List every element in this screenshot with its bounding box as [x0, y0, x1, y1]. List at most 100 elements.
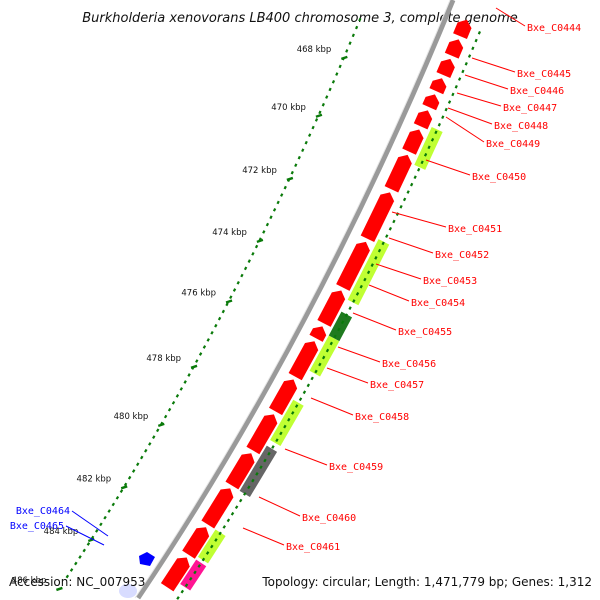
tick-mark: [256, 238, 264, 243]
inner-dot: [358, 17, 362, 22]
gene-label-line: [326, 367, 369, 384]
inner-dot: [297, 155, 301, 160]
inner-dot: [348, 41, 352, 45]
cds-arrow: [246, 414, 278, 455]
outer-dot: [294, 404, 299, 408]
inner-dot: [251, 252, 255, 256]
cds-arrow: [444, 39, 464, 59]
cds-arrow: [384, 154, 412, 193]
gene-label: Bxe_C0465: [10, 521, 64, 532]
outer-dot: [410, 182, 414, 187]
inner-dot: [254, 244, 259, 249]
outer-dot: [321, 355, 326, 360]
outer-dot: [279, 431, 283, 436]
gene-label: Bxe_C0453: [423, 276, 477, 287]
outer-dot: [454, 84, 458, 89]
gene-label: Bxe_C0445: [517, 69, 571, 80]
inner-dot: [78, 555, 82, 559]
outer-dot: [325, 348, 330, 353]
outer-dot: [247, 485, 251, 490]
gene-label-line: [71, 510, 109, 537]
outer-dot: [461, 69, 465, 74]
gene-label-callouts: Bxe_C0444 Bxe_C0445 Bxe_C0446 Bxe_C0447 Bxe_…: [10, 7, 581, 553]
outer-dot: [464, 61, 468, 66]
outer-dot: [189, 576, 193, 581]
gene-label: Bxe_C0457: [370, 380, 424, 391]
inner-dot: [283, 185, 287, 190]
outer-dot: [205, 551, 210, 555]
outer-dot: [180, 589, 185, 594]
inner-dot: [210, 330, 214, 335]
outer-dot: [184, 583, 189, 588]
outer-dot: [402, 197, 407, 202]
gene-label-line: [425, 159, 471, 176]
tick-dotted-ring: [65, 17, 362, 579]
inner-dot: [179, 387, 183, 391]
outer-dot: [451, 92, 455, 97]
gene-label-line: [464, 74, 509, 90]
inner-dot: [195, 359, 199, 363]
inner-dot: [136, 462, 140, 467]
outer-dot: [251, 478, 255, 483]
backbone-highlight: [134, 0, 451, 599]
tick-label: 486 kbp: [12, 576, 47, 586]
outer-dot: [406, 190, 410, 194]
tick-mark: [56, 586, 63, 592]
accession-text: Accession: NC_007953: [9, 575, 146, 589]
faint-feature: [119, 584, 137, 598]
inner-dot: [262, 230, 266, 234]
outer-dot: [363, 277, 367, 282]
outer-dot: [267, 451, 271, 456]
outer-dot: [385, 234, 389, 238]
tick-label: 472 kbp: [242, 166, 277, 176]
tick-mark: [190, 364, 198, 369]
outer-dot: [359, 284, 363, 289]
gene-label-line: [388, 237, 434, 254]
outer-dot: [333, 334, 337, 339]
inner-dot: [221, 309, 225, 314]
tick-mark: [340, 55, 348, 61]
outer-dot: [176, 596, 180, 600]
cds-arrow: [201, 488, 234, 529]
gene-label-line: [337, 346, 381, 363]
gene-label-line: [495, 7, 526, 27]
outer-dot: [298, 397, 303, 402]
gene-label-line: [258, 496, 301, 517]
outer-dot: [377, 248, 382, 253]
gene-label-line: [352, 312, 397, 331]
cds-arrow: [317, 290, 346, 327]
inner-dot: [144, 448, 148, 453]
outer-dot: [392, 219, 396, 224]
inner-dot: [171, 400, 176, 405]
tick-label: 476 kbp: [181, 289, 216, 299]
inner-dot: [69, 568, 74, 572]
feature-block: [180, 559, 207, 591]
inner-dot: [328, 87, 332, 92]
inner-dot: [103, 515, 107, 520]
inner-dot: [198, 352, 203, 356]
outer-dot: [337, 327, 341, 332]
cds-arrow: [269, 379, 298, 416]
cds-arrow: [429, 78, 447, 95]
outer-dot: [201, 557, 206, 562]
tick-marks: 468 kbp 470 kbp 472 kbp 474 kbp 476 kbp 478 k…: [12, 45, 348, 592]
outer-dot: [255, 472, 259, 476]
tick-mark: [157, 422, 165, 428]
outer-dot: [399, 204, 403, 209]
inner-dot: [308, 133, 312, 137]
cds-arrow: [309, 326, 327, 342]
outer-dot: [447, 100, 452, 104]
outer-dot: [302, 390, 307, 395]
outer-dot: [413, 175, 417, 180]
inner-dot: [304, 140, 308, 145]
outer-dot: [355, 292, 360, 296]
feature-block: [328, 311, 353, 342]
gene-label-line: [242, 527, 285, 546]
inner-dot: [338, 64, 342, 69]
gene-label-line: [375, 263, 422, 280]
inner-dot: [247, 259, 251, 263]
inner-dot: [301, 148, 305, 153]
outer-dot: [467, 54, 472, 58]
outer-dot: [263, 458, 267, 463]
outer-dot: [457, 77, 462, 81]
